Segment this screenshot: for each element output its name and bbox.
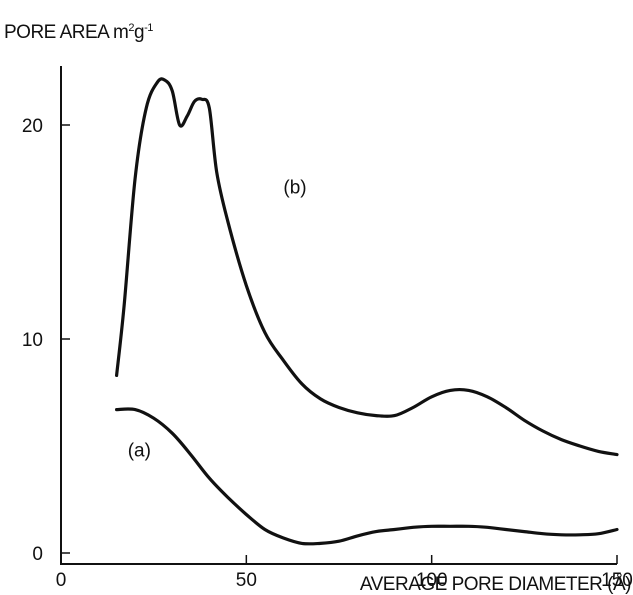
y-axis-label-sup-1: 2	[128, 22, 134, 34]
series-label-b: (b)	[283, 177, 306, 198]
series-labels: (b) (a)	[128, 177, 307, 461]
y-axis-label: PORE AREA m2g-1	[4, 22, 153, 43]
x-tick-label-100: 100	[416, 570, 448, 591]
x-tick-label-150: 150	[601, 570, 633, 591]
y-tick-label-10: 10	[22, 330, 43, 351]
x-tick-label-0: 0	[56, 570, 67, 591]
x-axis-label: AVERAGE PORE DIAMETER (Å)	[360, 574, 631, 595]
axes-frame	[60, 66, 617, 565]
series-curve-a	[115, 407, 619, 546]
series-curve-b	[115, 77, 619, 457]
x-ticks: 0 50 100 150	[56, 555, 633, 591]
y-tick-label-0: 0	[32, 544, 43, 565]
series-curves	[115, 77, 619, 546]
series-label-a: (a)	[128, 441, 151, 462]
y-axis-label-unit-g: g	[134, 22, 144, 43]
x-tick-label-50: 50	[236, 570, 257, 591]
y-axis-label-main: PORE AREA m	[4, 22, 128, 43]
y-tick-label-20: 20	[22, 116, 43, 137]
y-axis-label-sup-2: -1	[144, 22, 153, 34]
y-ticks: 0 10 20	[22, 116, 70, 565]
